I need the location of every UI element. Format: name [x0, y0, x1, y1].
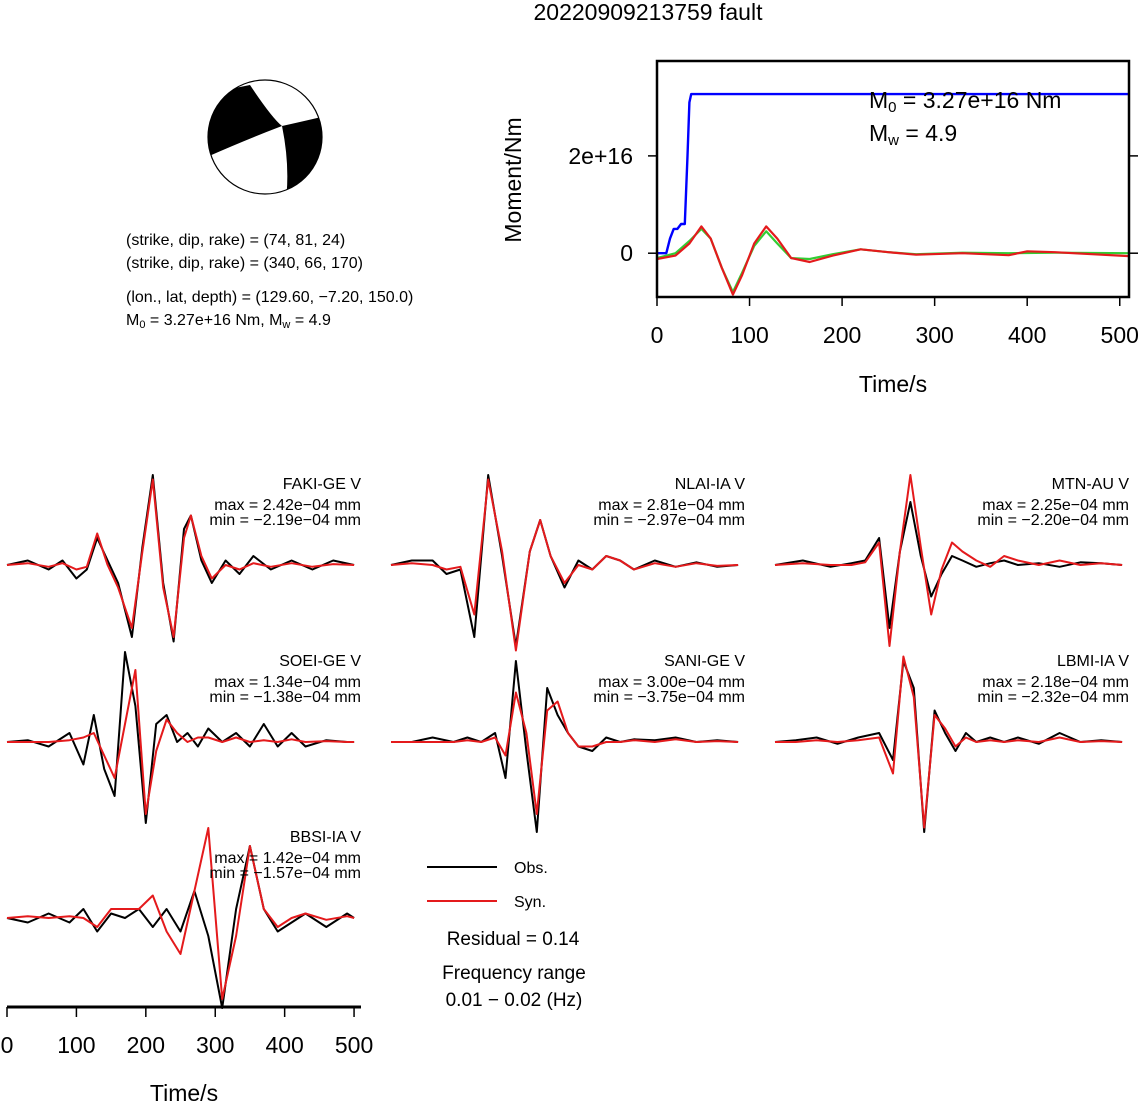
waveform-xtick-label: 500 — [335, 1032, 373, 1058]
syn-trace — [6, 827, 355, 1000]
trace-min-label: min = −3.75e−04 mm — [593, 689, 745, 706]
moment-xtick-label: 500 — [1101, 322, 1139, 348]
waveform-xtick-label: 0 — [1, 1032, 14, 1058]
station-label: SANI-GE V — [664, 653, 745, 670]
station-label: NLAI-IA V — [675, 476, 746, 493]
waveform-time-axis: 0 100 200 300 400 500 — [1, 1005, 373, 1058]
syn-trace — [391, 691, 739, 815]
trace-max-label: max = 2.42e−04 mm — [214, 497, 361, 514]
syn-trace — [7, 669, 355, 815]
waveform-xtick-label: 300 — [196, 1032, 234, 1058]
waveform-xtick-label: 200 — [127, 1032, 165, 1058]
plane-2-text: (strike, dip, rake) = (340, 66, 170) — [126, 255, 363, 272]
moment-xlabel: Time/s — [859, 371, 927, 397]
syn-trace — [774, 474, 1123, 647]
station-label: MTN-AU V — [1052, 476, 1130, 493]
moment-series-group — [656, 92, 1130, 296]
trace-min-label: min = −1.38e−04 mm — [209, 689, 361, 706]
obs-trace — [6, 651, 355, 824]
moment-xtick-label: 0 — [651, 322, 664, 348]
moment-series-2 — [656, 225, 1130, 296]
beachball-compression-2 — [282, 115, 322, 194]
waveform-xlabel: Time/s — [150, 1080, 218, 1104]
location-text: (lon., lat, depth) = (129.60, −7.20, 150… — [126, 289, 414, 306]
syn-trace — [390, 478, 739, 652]
frequency-title: Frequency range — [442, 963, 586, 984]
residual-text: Residual = 0.14 — [447, 929, 580, 950]
moment-annotation-mw: Mw = 4.9 — [869, 120, 958, 149]
syn-trace — [6, 478, 355, 638]
trace-min-label: min = −1.57e−04 mm — [209, 865, 361, 882]
obs-trace — [391, 660, 739, 833]
waveform-xtick-label: 400 — [265, 1032, 303, 1058]
moment-annotation-m0: M0 = 3.27e+16 Nm — [869, 87, 1062, 116]
trace-max-label: max = 1.34e−04 mm — [214, 674, 361, 691]
moment-xtick-label: 400 — [1008, 322, 1046, 348]
moment-magnitude-text: M0 = 3.27e+16 Nm, Mw = 4.9 — [126, 312, 331, 331]
moment-series-0 — [657, 92, 1129, 255]
station-label: SOEI-GE V — [279, 653, 361, 670]
legend-obs-label: Obs. — [514, 860, 548, 877]
moment-xtick-label: 200 — [823, 322, 861, 348]
trace-max-label: max = 2.81e−04 mm — [598, 497, 745, 514]
trace-min-label: min = −2.20e−04 mm — [977, 512, 1129, 529]
moment-panel: 0 100 200 300 400 500 0 2e+16 Moment/Nm Time/s — [500, 59, 1139, 397]
station-label: LBMI-IA V — [1057, 653, 1129, 670]
moment-ylabel: Moment/Nm — [500, 117, 526, 242]
trace-max-label: max = 2.25e−04 mm — [982, 497, 1129, 514]
moment-xtick-label: 100 — [730, 322, 768, 348]
frequency-value: 0.01 − 0.02 (Hz) — [446, 990, 583, 1011]
trace-max-label: max = 2.18e−04 mm — [982, 674, 1129, 691]
beachball — [207, 79, 323, 195]
moment-axes: 0 100 200 300 400 500 0 2e+16 — [568, 143, 1139, 348]
moment-ytick-label: 0 — [620, 240, 633, 266]
station-label: BBSI-IA V — [290, 829, 361, 846]
trace-max-label: max = 1.42e−04 mm — [214, 850, 361, 867]
trace-min-label: min = −2.32e−04 mm — [977, 689, 1129, 706]
legend: Obs. Syn. Residual = 0.14 Frequency rang… — [427, 860, 586, 1011]
beachball-compression-1 — [208, 85, 282, 160]
legend-syn-label: Syn. — [514, 894, 546, 911]
station-label: FAKI-GE V — [283, 476, 362, 493]
trace-max-label: max = 3.00e−04 mm — [598, 674, 745, 691]
plane-1-text: (strike, dip, rake) = (74, 81, 24) — [126, 232, 346, 249]
trace-min-label: min = −2.19e−04 mm — [209, 512, 361, 529]
moment-panel-frame — [655, 59, 1131, 299]
figure-title: 20220909213759 fault — [534, 0, 764, 25]
syn-trace — [775, 655, 1123, 829]
waveform-xtick-label: 100 — [57, 1032, 95, 1058]
trace-min-label: min = −2.97e−04 mm — [593, 512, 745, 529]
moment-xtick-label: 300 — [915, 322, 953, 348]
obs-trace — [6, 845, 355, 1009]
moment-ytick-label: 2e+16 — [568, 143, 633, 169]
